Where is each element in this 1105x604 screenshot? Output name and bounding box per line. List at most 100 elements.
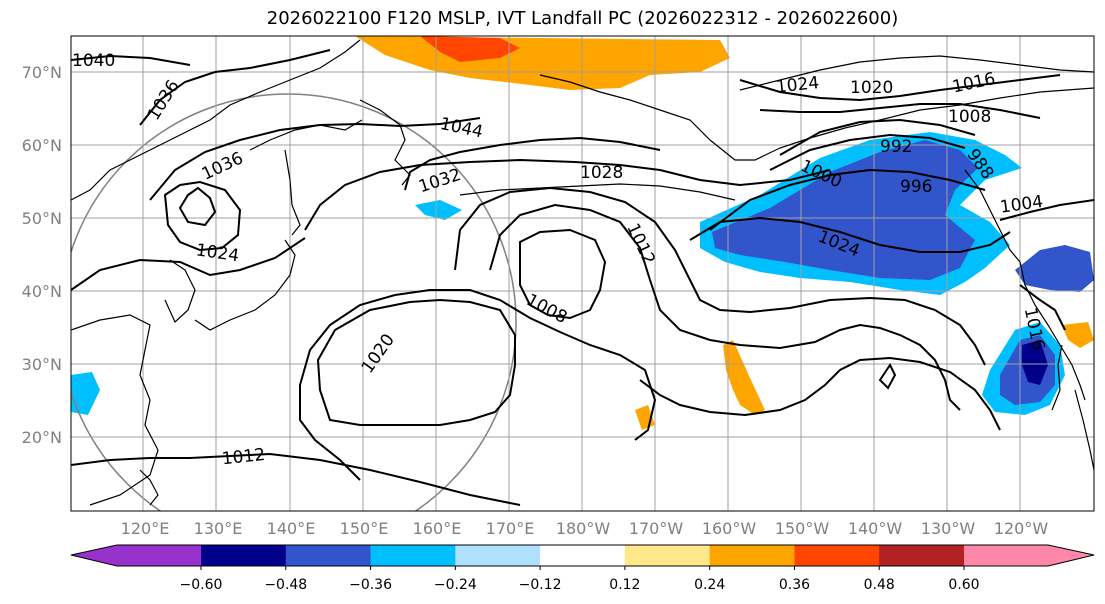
colorbar-tick-label: −0.48 xyxy=(264,577,307,593)
isobar xyxy=(71,237,306,291)
map-frame xyxy=(70,35,1095,512)
lon-label: 120°E xyxy=(121,519,170,538)
coastline-korea xyxy=(164,259,196,324)
isobar xyxy=(709,168,986,231)
negative-ivt-region-oregon xyxy=(1015,245,1094,292)
positive-ivt-region-hawaii xyxy=(723,340,765,415)
colorbar-segment xyxy=(624,545,711,566)
coastline-arctic-east xyxy=(539,74,1094,161)
lat-label: 20°N xyxy=(22,428,62,447)
lon-label: 170°E xyxy=(486,519,535,538)
coastline-china xyxy=(71,314,159,506)
isobar xyxy=(163,180,242,252)
isobar xyxy=(739,74,1061,102)
coastline-philippines xyxy=(139,469,159,506)
lon-label: 140°E xyxy=(267,519,316,538)
coastline-bc xyxy=(964,169,1021,263)
isobar xyxy=(999,199,1094,221)
isobars xyxy=(71,49,1094,506)
graticule xyxy=(71,36,1094,511)
colorbar-segment xyxy=(879,545,965,566)
colorbar-ticks: −0.60 −0.48 −0.36 −0.24 −0.12 0.12 0.24 0.36 0.4… xyxy=(180,566,980,593)
longitude-labels: 120°E 130°E 140°E 150°E 160°E 170°E 180°… xyxy=(121,519,1049,538)
colorbar-tick-label: 0.24 xyxy=(694,577,725,593)
colorbar-extend-min xyxy=(71,545,117,566)
isobar xyxy=(489,203,961,411)
colorbar-extend-max xyxy=(1048,545,1094,566)
isobar xyxy=(519,228,607,320)
colorbar-outline xyxy=(70,544,1095,567)
latitude-labels: 70°N 60°N 50°N 40°N 30°N 20°N xyxy=(22,63,62,447)
lon-label: 150°W xyxy=(775,519,830,538)
coastline-alaska xyxy=(739,55,1094,91)
lon-label: 130°E xyxy=(194,519,243,538)
isobar xyxy=(454,186,986,366)
lon-label: 180°W xyxy=(556,519,611,538)
coastline-mexico xyxy=(1074,389,1094,471)
isobar xyxy=(878,363,897,390)
colorbar-tick-label: −0.24 xyxy=(434,577,477,593)
coastlines xyxy=(71,39,1094,506)
isobar-label: 996 xyxy=(900,177,932,197)
isobar xyxy=(299,289,657,481)
lat-label: 50°N xyxy=(22,209,62,228)
colorbar: −0.60 −0.48 −0.36 −0.24 −0.12 0.12 0.24 0.36 0.4… xyxy=(70,544,1095,593)
isobar xyxy=(769,133,966,171)
colorbar-tick-label: −0.12 xyxy=(519,577,562,593)
isobar xyxy=(1019,284,1066,331)
isobar xyxy=(759,103,1041,119)
isobar xyxy=(779,118,976,156)
isobar xyxy=(689,216,1011,253)
isobar xyxy=(178,186,217,227)
isobar-label: 1040 xyxy=(72,51,115,71)
positive-ivt-region-california xyxy=(1062,322,1094,348)
isobar xyxy=(71,452,521,506)
colorbar-segment xyxy=(117,545,202,566)
map-content xyxy=(71,36,1094,511)
isobar-label: 1020 xyxy=(850,78,893,98)
lat-label: 60°N xyxy=(22,136,62,155)
coastline-baja xyxy=(1051,344,1063,411)
lon-label: 160°W xyxy=(702,519,757,538)
lat-label: 40°N xyxy=(22,282,62,301)
negative-ivt-region-baja-max xyxy=(1022,340,1048,385)
map-title: 2026022100 F120 MSLP, IVT Landfall PC (2… xyxy=(266,8,899,29)
lat-label: 70°N xyxy=(22,63,62,82)
colorbar-segment xyxy=(201,545,287,566)
colorbar-segment xyxy=(794,545,880,566)
colorbar-segment xyxy=(709,545,795,566)
coastline-asia xyxy=(71,39,361,201)
colorbar-segment xyxy=(370,545,456,566)
lon-label: 160°E xyxy=(413,519,462,538)
negative-ivt-region-philippine xyxy=(71,372,100,415)
colorbar-tick-label: 0.36 xyxy=(779,577,810,593)
isobar xyxy=(139,49,331,126)
colorbar-segment xyxy=(285,545,372,566)
colorbar-segment xyxy=(540,545,626,566)
negative-ivt-region-kuril xyxy=(415,200,462,220)
colorbar-tick-label: −0.60 xyxy=(180,577,223,593)
isobar-label: 992 xyxy=(880,137,912,157)
lon-label: 150°E xyxy=(340,519,389,538)
coastline-aleutians xyxy=(459,183,736,201)
isobar-label: 1008 xyxy=(948,107,991,127)
isobar-label: 1012 xyxy=(221,445,266,469)
positive-ivt-region-arctic-core xyxy=(420,36,520,62)
lon-label: 130°W xyxy=(921,519,976,538)
great-circle-reference xyxy=(71,93,517,511)
colorbar-tick-label: 0.60 xyxy=(948,577,979,593)
negative-ivt-region-gulf-alaska-core xyxy=(712,140,978,280)
lat-label: 30°N xyxy=(22,355,62,374)
colorbar-segments xyxy=(117,545,1049,566)
isobar xyxy=(71,54,191,66)
coastline-japan xyxy=(194,239,296,331)
isobar xyxy=(316,298,516,426)
lon-label: 140°W xyxy=(848,519,903,538)
lon-label: 170°W xyxy=(629,519,684,538)
colorbar-segment xyxy=(964,545,1049,566)
coastline-us-west xyxy=(1019,261,1086,401)
isobar xyxy=(404,136,661,191)
isobar-label: 1024 xyxy=(775,73,820,97)
colorbar-tick-label: 0.12 xyxy=(609,577,640,593)
